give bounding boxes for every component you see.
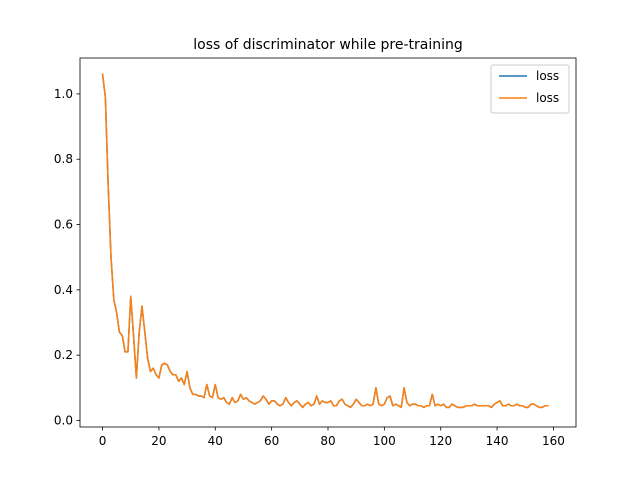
x-tick-label-2: 40: [208, 434, 223, 448]
y-tick-label-2: 0.4: [54, 283, 73, 297]
y-tick-label-4: 0.8: [54, 152, 73, 166]
legend-label-1: loss: [536, 91, 559, 105]
legend-label-0: loss: [536, 69, 559, 83]
x-tick-label-5: 100: [373, 434, 396, 448]
x-tick-label-1: 20: [151, 434, 166, 448]
y-tick-label-3: 0.6: [54, 218, 73, 232]
x-tick-label-4: 80: [320, 434, 335, 448]
x-tick-label-6: 120: [429, 434, 452, 448]
chart-title: loss of discriminator while pre-training: [193, 37, 463, 53]
x-tick-label-0: 0: [99, 434, 107, 448]
y-tick-label-0: 0.0: [54, 413, 73, 427]
legend-box: [490, 64, 570, 114]
x-tick-label-3: 60: [264, 434, 279, 448]
y-tick-label-5: 1.0: [54, 87, 73, 101]
plot-area: 0 20 40 60 80 100 120 140 160 0.0 0.2 0.4 0.6 0.8 1.0: [54, 57, 577, 448]
y-tick-label-1: 0.2: [54, 348, 73, 362]
series-line-1: [101, 73, 549, 409]
legend: loss loss: [490, 64, 570, 114]
x-tick-label-8: 160: [542, 434, 565, 448]
x-tick-label-7: 140: [486, 434, 509, 448]
